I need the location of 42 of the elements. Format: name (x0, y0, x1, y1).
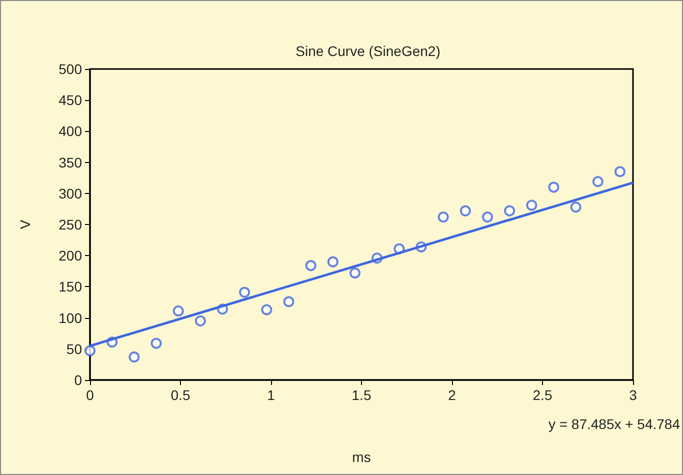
x-tick-label: 0 (86, 387, 94, 403)
y-tick-label: 150 (58, 278, 82, 295)
point (239, 286, 250, 298)
chart-title: Sine Curve (SineGen2) (296, 43, 440, 59)
point (172, 305, 184, 316)
point (305, 260, 316, 272)
point (504, 205, 516, 216)
x-axis-title: ms (352, 449, 371, 465)
y-tick-label: 450 (58, 92, 82, 108)
point (438, 212, 449, 223)
point (283, 296, 294, 308)
point (84, 345, 96, 356)
y-tick-label: 350 (58, 154, 82, 170)
x-tick-label: 1 (267, 387, 276, 403)
point (592, 176, 604, 188)
point (570, 202, 582, 213)
point (526, 200, 538, 211)
point (261, 304, 272, 316)
y-tick-label: 400 (58, 123, 82, 140)
point (482, 212, 493, 223)
x-tick-label: 0.5 (170, 387, 190, 403)
y-tick-label: 250 (58, 216, 82, 232)
point (194, 315, 206, 326)
point (614, 166, 626, 178)
point (327, 256, 338, 268)
x-tick-label: 2.5 (532, 387, 552, 403)
x-tick-label: 1.5 (352, 387, 372, 403)
y-tick-label: 500 (58, 61, 82, 77)
point (150, 338, 162, 349)
y-tick-label: 50 (66, 340, 82, 357)
text: y = 87.485x + 54.784 (548, 416, 680, 432)
y-tick-label: 0 (74, 372, 82, 388)
y-tick-label: 300 (58, 185, 82, 202)
point (128, 351, 140, 362)
point (548, 182, 560, 193)
y-tick-label: 200 (58, 248, 82, 264)
x-tick-label: 2 (448, 387, 456, 403)
y-axis-title: V (17, 219, 33, 230)
x-tick-label: 3 (629, 387, 638, 403)
point (349, 268, 360, 279)
point (460, 205, 471, 216)
y-tick-label: 100 (58, 310, 82, 326)
